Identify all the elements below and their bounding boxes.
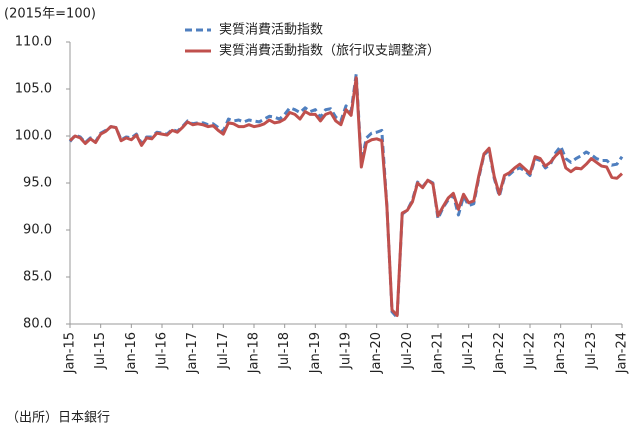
legend-label: 実質消費活動指数（旅行収支調整済）	[219, 43, 440, 59]
y-tick-label: 105.0	[15, 82, 52, 97]
x-tick-label: Jan-24	[615, 332, 630, 374]
y-tick-label: 80.0	[23, 317, 52, 332]
y-tick-label: 110.0	[15, 35, 52, 50]
y-tick-label: 95.0	[23, 176, 52, 191]
source-note: （出所）日本銀行	[6, 411, 110, 426]
x-tick-label: Jan-21	[431, 332, 446, 374]
x-tick-label: Jul-20	[400, 332, 415, 370]
unit-note: (2015年=100)	[4, 7, 96, 22]
x-tick-label: Jul-23	[584, 332, 599, 370]
series-line	[68, 76, 624, 318]
x-tick-label: Jan-19	[308, 332, 323, 374]
x-tick-label: Jan-15	[63, 332, 78, 374]
x-tick-label: Jan-17	[185, 332, 200, 374]
x-tick-label: Jul-16	[155, 332, 170, 370]
x-tick-label: Jul-15	[93, 332, 108, 370]
x-tick-label: Jul-21	[461, 332, 476, 370]
x-tick-label: Jan-23	[553, 332, 568, 374]
y-tick-label: 90.0	[23, 223, 52, 238]
x-tick-label: Jan-16	[124, 332, 139, 374]
x-tick-label: Jul-22	[523, 332, 538, 370]
x-tick-label: Jan-18	[247, 332, 262, 374]
series-line	[68, 72, 624, 319]
y-tick-label: 100.0	[15, 129, 52, 144]
y-tick-label: 85.0	[23, 270, 52, 285]
x-tick-label: Jul-19	[339, 332, 354, 370]
legend-label: 実質消費活動指数	[219, 22, 323, 38]
x-tick-label: Jan-22	[492, 332, 507, 374]
x-tick-label: Jan-20	[369, 332, 384, 374]
x-tick-label: Jul-17	[216, 332, 231, 370]
x-tick-label: Jul-18	[277, 332, 292, 370]
